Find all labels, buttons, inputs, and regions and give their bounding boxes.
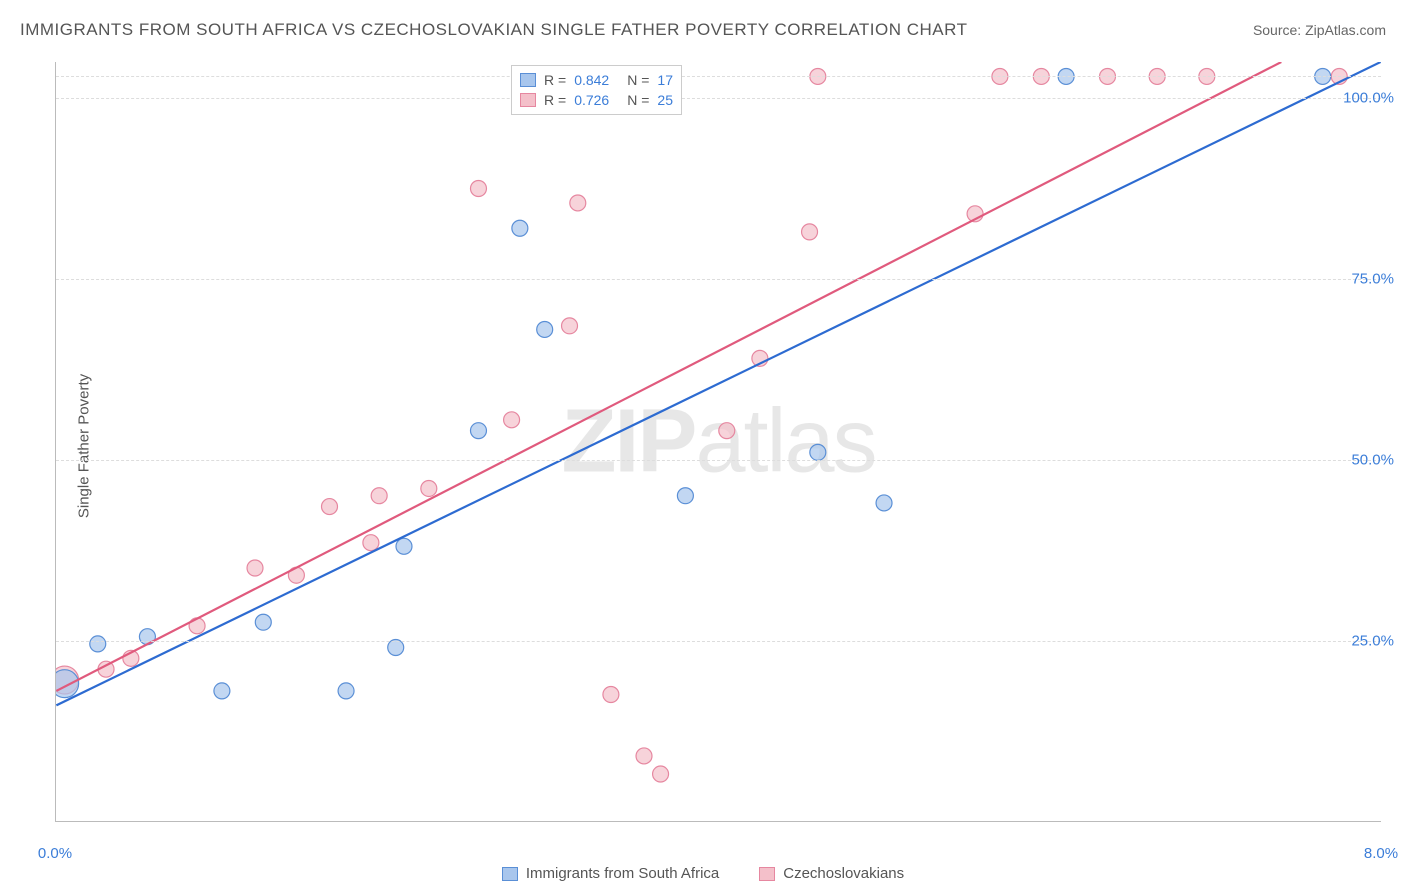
scatter-point-czech [247,560,263,576]
source-label: Source: [1253,22,1301,38]
scatter-point-sa [876,495,892,511]
gridline [56,76,1381,77]
legend-label: Immigrants from South Africa [526,865,719,882]
legend-r-label: R = [544,72,566,88]
scatter-point-sa [338,683,354,699]
scatter-point-czech [363,535,379,551]
scatter-point-czech [603,687,619,703]
scatter-point-sa [396,538,412,554]
scatter-point-sa [810,444,826,460]
legend-r-value: 0.842 [574,72,609,88]
scatter-point-czech [802,224,818,240]
scatter-point-czech [371,488,387,504]
scatter-point-czech [719,423,735,439]
plot-area: ZIPatlas R =0.842N =17R =0.726N =25 [55,62,1381,822]
gridline [56,460,1381,461]
trend-line-czech [56,62,1281,691]
legend-n-label: N = [627,92,649,108]
gridline [56,641,1381,642]
x-tick [943,821,944,822]
scatter-point-sa [55,670,79,698]
scatter-point-czech [189,618,205,634]
y-tick-label: 75.0% [1351,271,1394,288]
scatter-point-czech [636,748,652,764]
scatter-point-czech [504,412,520,428]
x-tick [280,821,281,822]
chart-title: IMMIGRANTS FROM SOUTH AFRICA VS CZECHOSL… [20,20,967,40]
scatter-point-czech [562,318,578,334]
y-tick-label: 100.0% [1343,90,1394,107]
x-tick-label: 8.0% [1364,845,1398,862]
legend-correlation-box: R = 0.842 N = 17 R = 0.726 N = 25 [511,65,682,115]
scatter-point-czech [653,766,669,782]
scatter-point-czech [421,480,437,496]
legend-n-value: 17 [657,72,673,88]
x-tick [164,821,165,822]
y-tick-label: 25.0% [1351,633,1394,650]
scatter-point-czech [322,499,338,515]
x-tick [1167,821,1168,822]
legend-row: R = 0.842 N = 17 [520,70,673,90]
scatter-point-sa [214,683,230,699]
trend-line-sa [56,62,1380,705]
legend-swatch [759,867,775,881]
legend-item: Czechoslovakians [759,865,904,882]
legend-n-value: 25 [657,92,673,108]
legend-label: Czechoslovakians [783,865,904,882]
legend-swatch [520,93,536,107]
x-tick [388,821,389,822]
x-tick [727,821,728,822]
legend-swatch [520,73,536,87]
legend-row: R = 0.726 N = 25 [520,90,673,110]
scatter-point-czech [570,195,586,211]
scatter-point-sa [677,488,693,504]
source-citation: Source: ZipAtlas.com [1253,22,1386,38]
x-tick [1059,821,1060,822]
scatter-point-sa [255,614,271,630]
legend-swatch [502,867,518,881]
x-tick [1274,821,1275,822]
scatter-point-sa [537,321,553,337]
legend-r-label: R = [544,92,566,108]
chart-container: IMMIGRANTS FROM SOUTH AFRICA VS CZECHOSL… [0,0,1406,892]
source-value: ZipAtlas.com [1305,22,1386,38]
legend-n-label: N = [627,72,649,88]
x-tick [620,821,621,822]
scatter-point-czech [470,181,486,197]
scatter-point-sa [512,220,528,236]
scatter-point-sa [470,423,486,439]
gridline [56,279,1381,280]
x-tick [56,821,57,822]
legend-r-value: 0.726 [574,92,609,108]
legend-item: Immigrants from South Africa [502,865,719,882]
scatter-point-sa [90,636,106,652]
x-tick [835,821,836,822]
x-tick [504,821,505,822]
gridline [56,98,1381,99]
chart-svg [56,62,1381,821]
legend-bottom: Immigrants from South Africa Czechoslovak… [0,865,1406,882]
x-tick-label: 0.0% [38,845,72,862]
y-tick-label: 50.0% [1351,452,1394,469]
